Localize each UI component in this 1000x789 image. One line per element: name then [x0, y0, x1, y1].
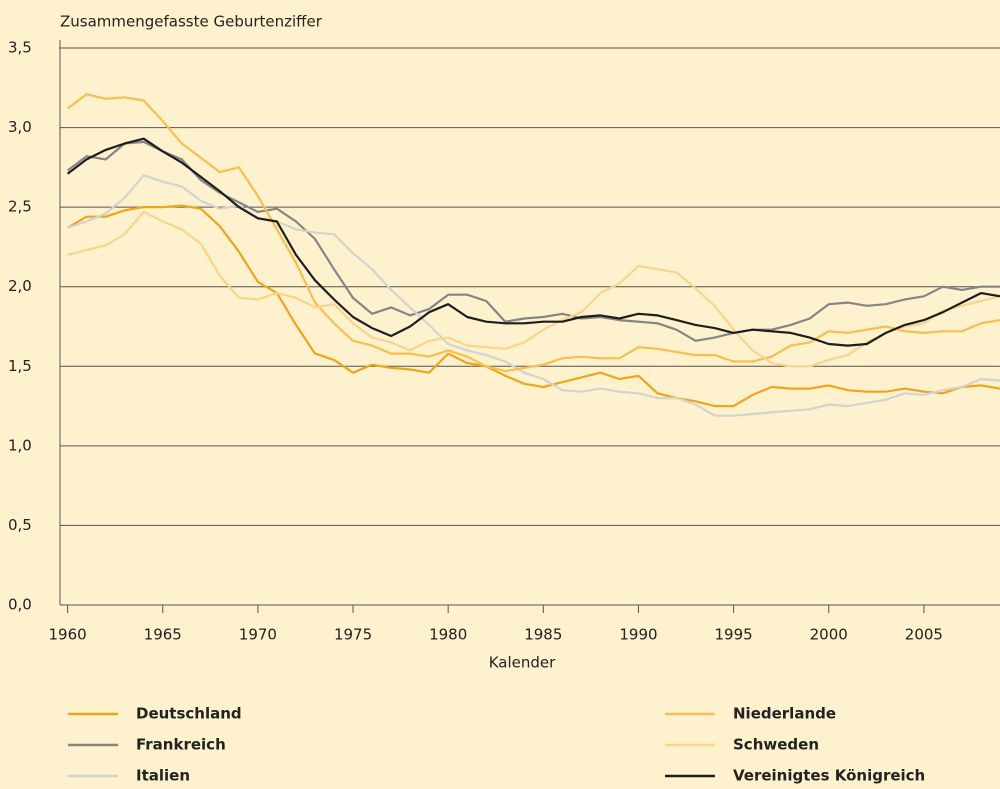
y-tick-label: 2,0 — [8, 277, 32, 295]
series-line — [67, 174, 1000, 417]
series-line — [66, 137, 1000, 347]
legend-label: Italien — [136, 767, 190, 785]
series-line — [66, 140, 1000, 342]
x-tick-label: 1975 — [334, 626, 372, 644]
series-line — [67, 204, 1000, 408]
x-tick-label: 2000 — [810, 626, 848, 644]
x-tick-label: 1960 — [49, 626, 87, 644]
y-tick-label: 2,5 — [8, 198, 32, 216]
x-tick-label: 1985 — [524, 626, 562, 644]
legend-label: Deutschland — [136, 705, 242, 723]
y-tick-label: 3,5 — [8, 39, 32, 57]
chart-title: Zusammengefasste Geburtenziffer — [60, 13, 323, 31]
series-line — [67, 210, 1000, 368]
x-tick-label: 1965 — [144, 626, 182, 644]
legend-label: Frankreich — [136, 736, 226, 754]
y-tick-label: 1,5 — [8, 357, 32, 375]
x-axis-label: Kalender — [489, 654, 556, 672]
x-tick-label: 1980 — [429, 626, 467, 644]
y-tick-label: 0,0 — [8, 596, 32, 614]
legend-label: Vereinigtes Königreich — [733, 767, 925, 785]
series-line — [66, 93, 1000, 373]
legend-label: Schweden — [733, 736, 819, 754]
x-tick-label: 2005 — [905, 626, 943, 644]
x-tick-label: 1970 — [239, 626, 277, 644]
y-tick-label: 0,5 — [8, 516, 32, 534]
y-tick-label: 3,0 — [8, 118, 32, 136]
x-tick-label: 1995 — [715, 626, 753, 644]
y-tick-label: 1,0 — [8, 436, 32, 454]
legend-label: Niederlande — [733, 705, 836, 723]
x-tick-label: 1990 — [619, 626, 657, 644]
